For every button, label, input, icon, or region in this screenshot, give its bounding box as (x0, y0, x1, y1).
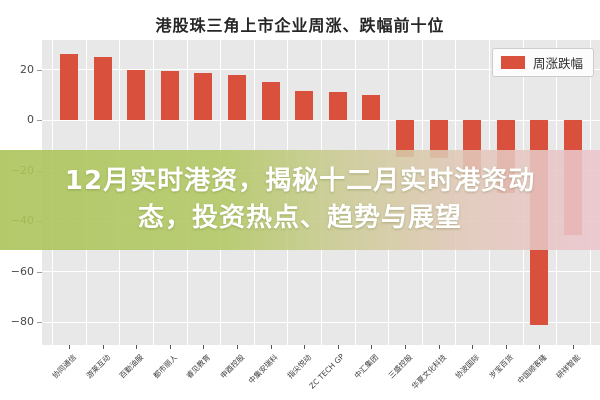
x-tick-label: ZC TECH GP (307, 352, 347, 391)
y-tick-mark (37, 322, 42, 324)
bar-三盛控股 (396, 120, 414, 157)
bar-中汇集团 (362, 94, 381, 121)
legend-swatch-icon (500, 56, 525, 69)
x-tick-label: 中集安瑞科 (246, 352, 280, 386)
y-tick-label: −60 (10, 264, 34, 278)
x-tick-label: 协波国际 (453, 352, 482, 381)
x-tick-label: 中国顺客隆 (515, 352, 549, 386)
x-tick-label: 协同通信 (50, 352, 79, 381)
x-tick-mark (169, 345, 171, 349)
x-tick-mark (405, 345, 406, 349)
overlay-text-line1: 12月实时港资，揭秘十二月实时港资动 (64, 166, 536, 196)
x-tick-label: 都市丽人 (151, 352, 179, 381)
x-tick-mark (337, 345, 339, 349)
x-tick-mark (371, 345, 373, 349)
x-tick-mark (270, 345, 272, 349)
chart-title: 港股珠三角上市企业周涨、跌幅前十位 (155, 16, 445, 35)
bar-中集安瑞科 (261, 82, 280, 121)
x-tick-label: 研祥智能 (554, 352, 583, 381)
x-tick-label: 中汇集团 (352, 352, 381, 381)
x-tick-label: 申酉控股 (218, 352, 247, 381)
legend: 周涨跌幅 (491, 48, 594, 77)
y-tick-mark (37, 120, 42, 122)
bar-睿见教育 (194, 73, 213, 121)
bar-ZC TECH GP (328, 92, 347, 121)
x-tick-mark (304, 345, 306, 349)
x-tick-mark (69, 345, 70, 349)
x-tick-mark (136, 345, 138, 349)
x-tick-mark (438, 345, 440, 349)
bar-申酉控股 (228, 74, 246, 121)
bar-指尖悦动 (295, 91, 314, 121)
bar-游莱互动 (93, 56, 112, 121)
x-tick-mark (472, 345, 474, 349)
x-tick-label: 游莱互动 (84, 352, 112, 381)
y-tick-mark (37, 271, 42, 273)
y-tick-label: 20 (20, 62, 34, 76)
x-tick-mark (102, 345, 104, 349)
x-tick-mark (237, 345, 238, 349)
x-tick-mark (573, 345, 574, 349)
y-tick-label: 0 (27, 113, 34, 127)
bar-协同通信 (60, 54, 78, 121)
x-tick-mark (539, 345, 541, 349)
y-tick-mark (37, 69, 42, 71)
x-tick-label: 华夏文化科技 (409, 352, 448, 391)
x-tick-label: 岁宝百货 (487, 352, 515, 381)
bar-百勤油服 (127, 69, 146, 121)
x-tick-label: 百勤油服 (117, 352, 146, 381)
x-tick-mark (203, 345, 205, 349)
overlay-banner: 12月实时港资，揭秘十二月实时港资动 态，投资热点、趋势与展望 (0, 150, 600, 250)
bar-华夏文化科技 (429, 120, 448, 158)
x-tick-label: 指尖悦动 (285, 352, 314, 381)
y-tick-label: −80 (10, 315, 34, 329)
x-tick-label: 三盛控股 (386, 352, 415, 381)
x-tick-mark (505, 345, 507, 349)
bar-都市丽人 (160, 70, 179, 121)
legend-label: 周涨跌幅 (532, 56, 583, 71)
x-tick-label: 睿见教育 (184, 352, 213, 381)
overlay-text-line2: 态，投资热点、趋势与展望 (137, 203, 462, 233)
